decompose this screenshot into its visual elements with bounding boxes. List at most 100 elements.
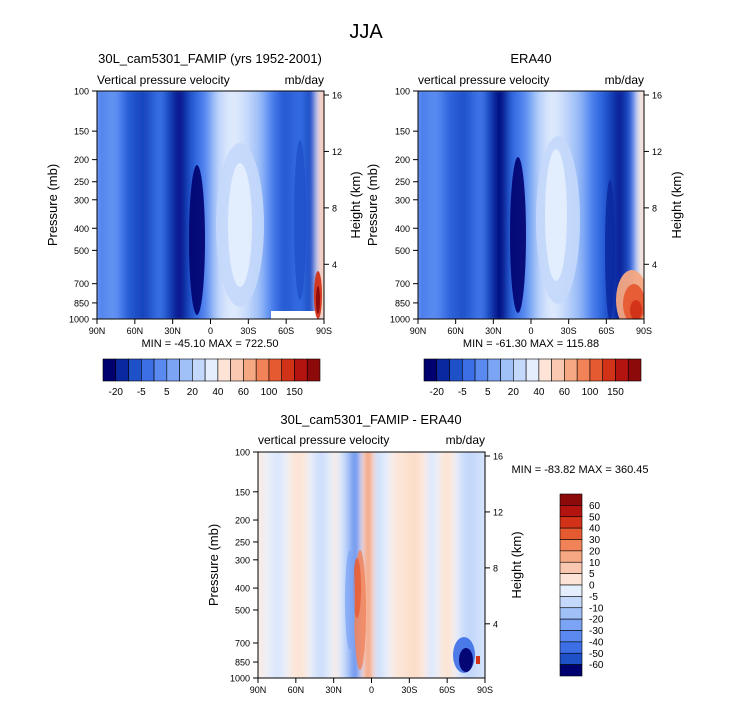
colorbar-label: -50	[589, 649, 604, 660]
colorbar-label: 50	[589, 512, 601, 523]
y2-tick-label: 12	[652, 147, 662, 157]
colorbar-label: 100	[261, 387, 278, 398]
panel-title: 30L_cam5301_FAMIP (yrs 1952-2001)	[98, 51, 322, 66]
polar-max-core	[630, 300, 642, 319]
colorbar-swatch	[559, 596, 583, 609]
x-tick-label: 60S	[278, 326, 294, 336]
x-tick-label: 0	[528, 326, 533, 336]
colorbar-label: 40	[212, 387, 224, 398]
colorbar-swatch	[559, 527, 583, 540]
y2-tick-label: 8	[652, 203, 657, 213]
x-axis: 90N 60N 30N 0 30S 60S 90S	[89, 319, 332, 336]
y-tick-label: 1000	[390, 315, 410, 325]
colorbar-label: -30	[589, 626, 604, 637]
y-tick-label: 300	[395, 195, 410, 205]
y-tick-label: 500	[395, 246, 410, 256]
subsidence-core	[545, 149, 567, 281]
panel-units-label: mb/day	[446, 433, 485, 447]
colorbar-swatch	[243, 358, 257, 382]
x-tick-label: 60S	[598, 326, 614, 336]
colorbar-label: -10	[589, 603, 604, 614]
panel-left-label: vertical pressure velocity	[418, 73, 549, 87]
colorbar-swatch	[627, 358, 642, 382]
y-tick-label: 250	[235, 537, 250, 547]
colorbar-swatch	[230, 358, 244, 382]
y-tick-label: 400	[74, 224, 89, 234]
polar-positive	[476, 656, 480, 664]
colorbar-swatch	[559, 561, 583, 574]
colorbar-label: 150	[286, 387, 303, 398]
colorbar-swatch	[179, 358, 193, 382]
colorbar-label: -20	[430, 387, 445, 398]
x-tick-label: 90S	[636, 326, 652, 336]
y2-tick-label: 4	[332, 260, 337, 270]
y2-tick-label: 8	[332, 203, 337, 213]
colorbar-swatch	[564, 358, 578, 382]
y2-tick-label: 12	[493, 507, 503, 517]
y-axis-title: Pressure (mb)	[365, 164, 380, 246]
y-tick-label: 100	[74, 87, 89, 97]
colorbar-swatch	[559, 641, 583, 654]
x-tick-label: 30S	[561, 326, 577, 336]
colorbar-swatch	[268, 358, 283, 382]
x-tick-label: 90N	[250, 685, 267, 695]
panel-era40: ERA40 vertical pressure velocity mb/day …	[365, 51, 684, 398]
y2-axis-title: Height (km)	[348, 171, 363, 238]
colorbar-label: -40	[589, 637, 604, 648]
y-tick-label: 500	[235, 605, 250, 615]
south-ascent	[294, 140, 306, 300]
colorbar-swatch	[306, 358, 321, 382]
panel-units-label: mb/day	[285, 73, 324, 87]
colorbar-swatch	[559, 664, 583, 677]
colorbar-swatch	[551, 358, 565, 382]
colorbar-swatch	[140, 358, 155, 382]
colorbar-swatch	[589, 358, 604, 382]
colorbar-swatch	[436, 358, 450, 382]
x-tick-label: 90S	[316, 326, 332, 336]
y-tick-label: 150	[74, 127, 89, 137]
panel-title: ERA40	[510, 51, 551, 66]
colorbar-swatch	[487, 358, 501, 382]
y-tick-label: 500	[74, 246, 89, 256]
colorbar-label: 10	[589, 558, 601, 569]
contour-features	[510, 136, 644, 319]
x-tick-label: 30N	[485, 326, 502, 336]
colorbar-swatch	[115, 358, 129, 382]
y2-tick-label: 4	[652, 260, 657, 270]
colorbar-label: -20	[109, 387, 124, 398]
colorbar-swatch	[423, 358, 438, 382]
y-tick-label: 200	[74, 155, 89, 165]
colorbar-label: -5	[458, 387, 467, 398]
colorbar-label: 0	[589, 581, 595, 592]
figure-title: JJA	[349, 21, 383, 43]
x-tick-label: 90N	[89, 326, 106, 336]
colorbar-label: 40	[533, 387, 545, 398]
y-tick-label: 250	[395, 177, 410, 187]
field-band	[319, 91, 324, 319]
y-tick-label: 200	[235, 516, 250, 526]
colorbar-label: -20	[589, 615, 604, 626]
contour-field	[258, 452, 485, 678]
colorbar-swatch	[102, 358, 117, 382]
x-axis: 90N 60N 30N 0 30S 60S 90S	[250, 678, 493, 695]
y2-tick-label: 16	[493, 452, 503, 462]
x-tick-label: 60N	[127, 326, 144, 336]
colorbar-swatch	[461, 358, 476, 382]
colorbar-swatch	[192, 358, 206, 382]
y-axis-title: Pressure (mb)	[206, 524, 221, 606]
y-tick-label: 300	[74, 195, 89, 205]
x-tick-label: 30N	[325, 685, 342, 695]
colorbar-swatch	[559, 550, 583, 563]
colorbar-label: -60	[589, 660, 604, 671]
colorbar-label: 5	[589, 569, 595, 580]
colorbar-swatch	[153, 358, 168, 382]
y-tick-label: 200	[395, 155, 410, 165]
colorbar-swatch	[294, 358, 308, 382]
y2-tick-label: 16	[332, 91, 342, 101]
x-tick-label: 0	[369, 685, 374, 695]
colorbar-swatch	[500, 358, 514, 382]
colorbar-swatch	[474, 358, 489, 382]
colorbar-swatch	[559, 584, 583, 597]
subsidence-core	[228, 163, 252, 287]
